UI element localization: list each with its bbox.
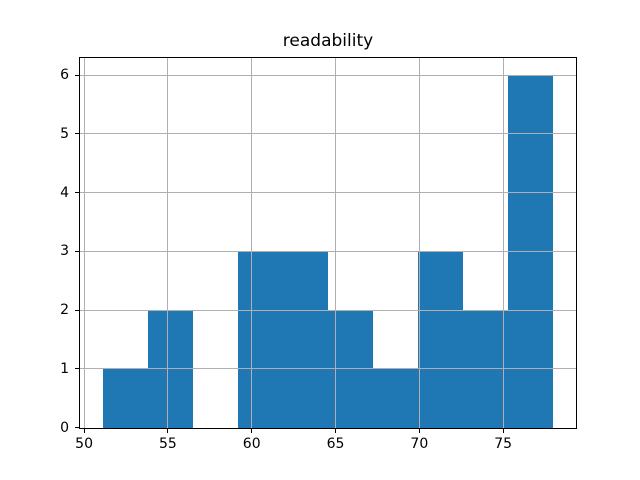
y-tick-mark: [75, 74, 79, 76]
y-tick-mark: [75, 309, 79, 311]
x-tick-label: 50: [75, 435, 94, 452]
gridline-vertical: [335, 57, 337, 428]
y-tick-label: 6: [60, 67, 69, 84]
x-tick-mark: [502, 428, 504, 433]
x-tick-label: 55: [158, 435, 177, 452]
gridline-vertical: [251, 57, 253, 428]
y-tick-label: 4: [60, 184, 69, 201]
x-tick-mark: [418, 428, 420, 433]
x-tick-label: 70: [410, 435, 429, 452]
gridline-vertical: [502, 57, 504, 428]
gridline-horizontal: [80, 368, 576, 370]
x-tick-mark: [167, 428, 169, 433]
x-tick-label: 60: [242, 435, 261, 452]
histogram-bar: [282, 251, 328, 428]
y-tick-label: 2: [60, 302, 69, 319]
x-tick-mark: [83, 428, 85, 433]
histogram-bar: [418, 251, 464, 428]
y-tick-label: 1: [60, 360, 69, 377]
histogram-bar: [373, 368, 419, 428]
y-tick-mark: [75, 250, 79, 252]
gridline-horizontal: [80, 133, 576, 135]
x-tick-mark: [335, 428, 337, 433]
plot-area: [79, 56, 577, 429]
y-tick-label: 0: [60, 419, 69, 436]
gridline-horizontal: [80, 309, 576, 311]
y-tick-mark: [75, 133, 79, 135]
gridline-vertical: [167, 57, 169, 428]
x-tick-mark: [251, 428, 253, 433]
chart-title: readability: [282, 31, 374, 51]
gridline-horizontal: [80, 192, 576, 194]
y-tick-label: 3: [60, 243, 69, 260]
y-tick-mark: [75, 192, 79, 194]
y-tick-label: 5: [60, 125, 69, 142]
gridline-vertical: [83, 57, 85, 428]
x-tick-label: 75: [494, 435, 513, 452]
gridline-horizontal: [80, 250, 576, 252]
histogram-bar: [237, 251, 283, 428]
x-tick-label: 65: [326, 435, 345, 452]
y-tick-mark: [75, 368, 79, 370]
histogram-bar: [102, 368, 148, 428]
gridline-horizontal: [80, 74, 576, 76]
gridline-vertical: [418, 57, 420, 428]
y-tick-mark: [75, 427, 79, 428]
